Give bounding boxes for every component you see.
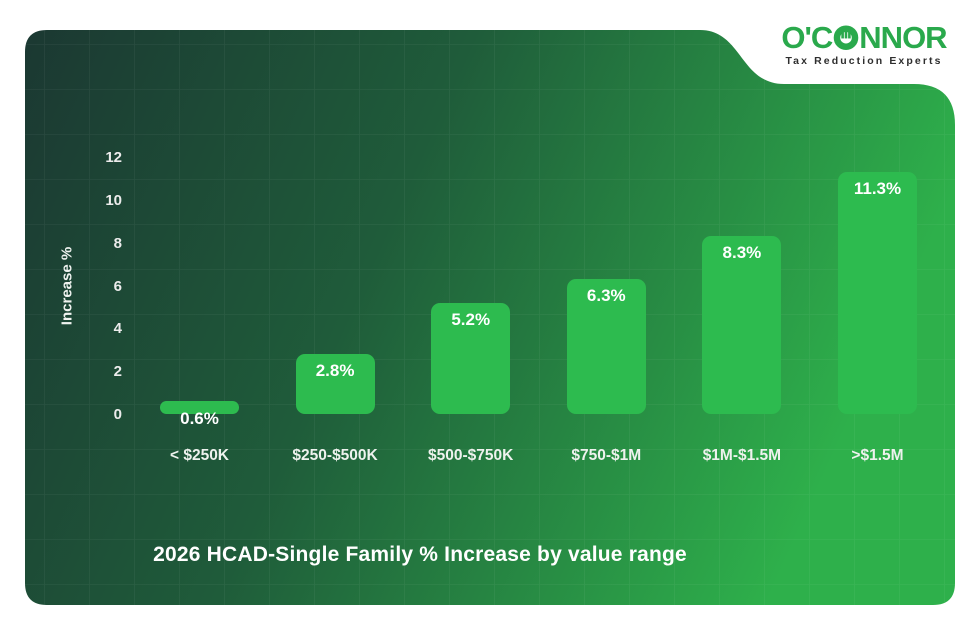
x-category-label: < $250K — [169, 447, 230, 464]
bar — [160, 401, 239, 414]
bar-value-label: 11.3% — [853, 178, 902, 198]
bar-value-label: 0.6% — [180, 409, 219, 428]
bar — [838, 171, 917, 414]
oconnor-comb-o-icon — [833, 25, 859, 50]
bar-value-label: 5.2% — [451, 309, 491, 329]
x-category-label: >$1.5M — [851, 447, 904, 464]
logo-tagline: Tax Reduction Experts — [785, 55, 943, 67]
logo-text-prefix: O'C — [781, 20, 833, 55]
bar-value-label: 6.3% — [586, 286, 626, 306]
x-category-label: $500-$750K — [428, 447, 514, 464]
y-axis-tick: 12 — [105, 149, 122, 166]
x-category-label: $750-$1M — [571, 447, 642, 464]
y-axis-tick: 2 — [113, 363, 122, 381]
bar-value-label: 2.8% — [315, 361, 355, 381]
bar — [566, 279, 646, 414]
y-axis-tick: 0 — [113, 406, 122, 423]
bar — [431, 302, 511, 414]
bar — [295, 354, 375, 414]
bar — [702, 236, 782, 414]
y-axis-tick: 8 — [113, 234, 122, 252]
chart-title: 2026 HCAD-Single Family % Increase by va… — [153, 543, 687, 566]
logo-text-suffix: NNOR — [859, 20, 947, 55]
x-category-label: $250-$500K — [292, 447, 378, 464]
y-axis-tick: 6 — [113, 277, 122, 295]
x-category-label: $1M-$1.5M — [702, 447, 782, 464]
y-axis-tick: 4 — [113, 320, 122, 338]
y-axis-tick: 10 — [105, 191, 122, 209]
oconnor-logo: O'C NNOR Tax Reduction Experts — [772, 22, 956, 67]
bar-value-label: 8.3% — [722, 243, 762, 263]
logo-wordmark: O'C NNOR — [772, 22, 956, 53]
